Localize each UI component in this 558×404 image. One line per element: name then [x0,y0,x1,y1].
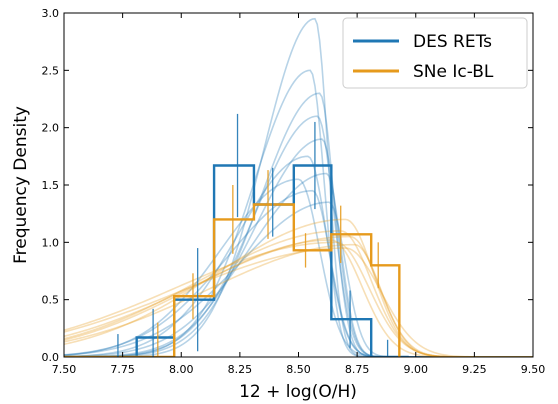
x-tick-label: 8.25 [228,363,253,376]
des-rets-posterior-curve [64,172,533,357]
y-tick-label: 0.5 [42,294,60,307]
x-tick-label: 8.50 [286,363,311,376]
x-tick-label: 7.75 [110,363,135,376]
x-tick-label: 8.00 [169,363,194,376]
sne-ic-bl-posterior-curve [64,247,533,357]
y-axis-label: Frequency Density [11,106,31,264]
des-rets-histogram [64,164,409,357]
histograms [64,164,409,357]
x-tick-label: 9.50 [521,363,546,376]
legend: DES RETs SNe Ic-BL [342,17,528,89]
y-tick-label: 2.5 [42,64,60,77]
legend-label-sne-ic-bl: SNe Ic-BL [413,62,494,82]
des-rets-posterior-curve [64,201,533,357]
y-tick-label: 1.0 [42,236,60,249]
x-tick-label: 8.75 [345,363,370,376]
x-tick-label: 7.50 [52,363,77,376]
x-tick-label: 9.00 [404,363,429,376]
des-rets-posterior-curve [64,155,533,357]
axis-ticks: 7.50 7.75 8.00 8.25 8.50 8.75 9.00 9.25 9.50 0.0 0… [42,7,546,376]
y-tick-label: 2.0 [42,122,60,135]
sne-ic-bl-histogram [64,203,401,357]
error-bars [117,113,389,357]
x-axis-label: 12 + log(O/H) [239,382,357,402]
y-tick-label: 1.5 [42,179,60,192]
des-rets-posterior-curve [64,178,533,357]
legend-label-des-rets: DES RETs [413,32,492,52]
des-rets-posterior-curve [64,189,533,357]
des-rets-posterior-curve [64,69,533,357]
y-tick-label: 0.0 [42,351,60,364]
des-rets-posterior-curve [64,138,533,357]
des-rets-posterior-curve [64,17,533,357]
x-tick-label: 9.25 [462,363,487,376]
des-rets-posterior-curve [64,115,533,357]
des-rets-posterior-curve [64,92,533,357]
y-tick-label: 3.0 [42,7,60,20]
